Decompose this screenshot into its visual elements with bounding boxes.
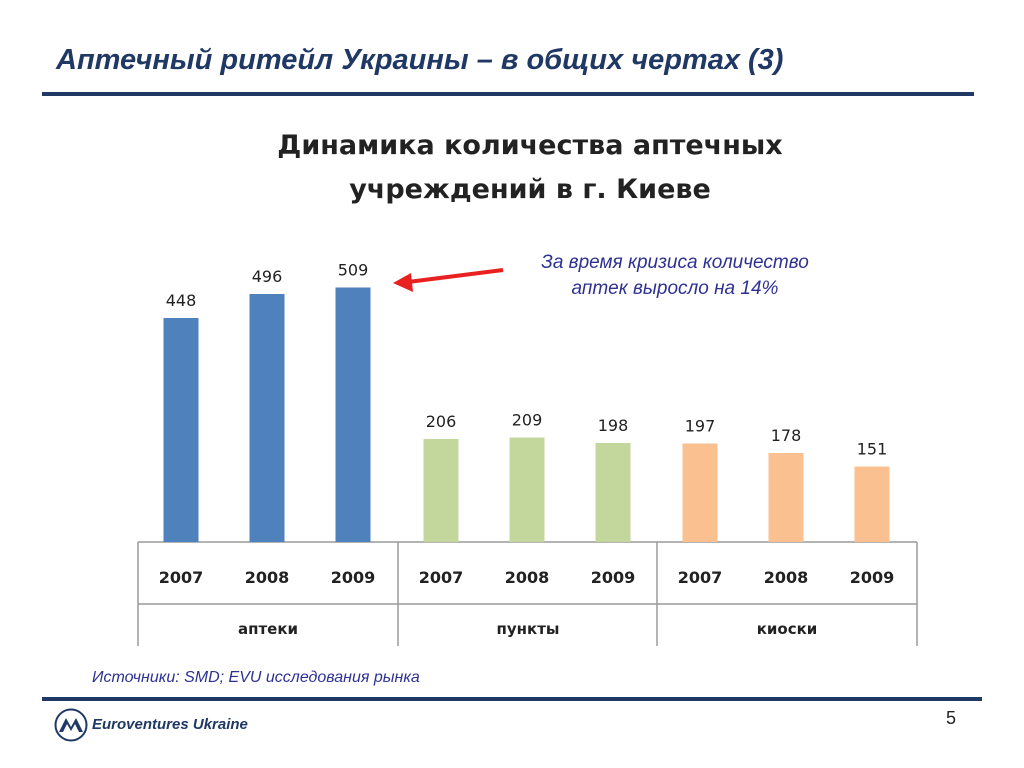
callout-text: За время кризиса количество аптек выросл… [500, 250, 850, 302]
callout-line-1: За время кризиса количество [541, 252, 809, 273]
x-tick-label-киоски-2007: 2007 [678, 568, 723, 587]
bar-киоски-2009 [854, 466, 890, 542]
bar-киоски-2008 [768, 453, 804, 542]
data-label-пункты-2007: 206 [426, 412, 457, 431]
callout-arrow-head [393, 273, 413, 292]
bar-аптеки-2009 [335, 287, 371, 542]
callout-line-2: аптек выросло на 14% [571, 278, 779, 299]
callout-arrow-shaft [407, 268, 504, 284]
euroventures-logo-icon [54, 708, 88, 742]
bar-пункты-2009 [595, 443, 631, 542]
data-label-пункты-2008: 209 [512, 411, 543, 430]
x-tick-label-аптеки-2008: 2008 [245, 568, 290, 587]
title-divider [42, 92, 974, 96]
x-tick-label-пункты-2008: 2008 [505, 568, 550, 587]
bar-аптеки-2008 [249, 294, 285, 542]
chart-title-line-2: учреждений в г. Киеве [349, 174, 711, 205]
x-tick-label-киоски-2008: 2008 [764, 568, 809, 587]
page-number: 5 [946, 708, 957, 728]
x-tick-label-пункты-2007: 2007 [419, 568, 464, 587]
x-tick-label-аптеки-2007: 2007 [159, 568, 204, 587]
data-label-аптеки-2008: 496 [252, 267, 283, 286]
group-label-1: пункты [497, 620, 560, 638]
data-label-аптеки-2007: 448 [166, 291, 197, 310]
source-note: Источники: SMD; EVU исследования рынка [92, 669, 420, 686]
data-label-пункты-2009: 198 [598, 416, 629, 435]
x-tick-label-киоски-2009: 2009 [850, 568, 895, 587]
data-label-киоски-2009: 151 [857, 440, 888, 459]
data-label-киоски-2007: 197 [685, 417, 716, 436]
group-label-2: киоски [757, 620, 818, 638]
data-label-киоски-2008: 178 [771, 426, 802, 445]
x-tick-label-аптеки-2009: 2009 [331, 568, 376, 587]
bar-аптеки-2007 [163, 318, 199, 542]
chart-title: Динамика количества аптечных учреждений … [210, 124, 850, 212]
bar-пункты-2008 [509, 437, 545, 542]
chart-title-line-1: Динамика количества аптечных [277, 130, 783, 161]
bar-киоски-2007 [682, 443, 718, 542]
slide-title: Аптечный ритейл Украины – в общих чертах… [56, 44, 784, 76]
data-label-аптеки-2009: 509 [338, 261, 369, 280]
x-tick-label-пункты-2009: 2009 [591, 568, 636, 587]
group-label-0: аптеки [238, 620, 298, 638]
bar-пункты-2007 [423, 439, 459, 542]
brand-name: Euroventures Ukraine [92, 716, 248, 733]
footer-divider [42, 697, 982, 701]
